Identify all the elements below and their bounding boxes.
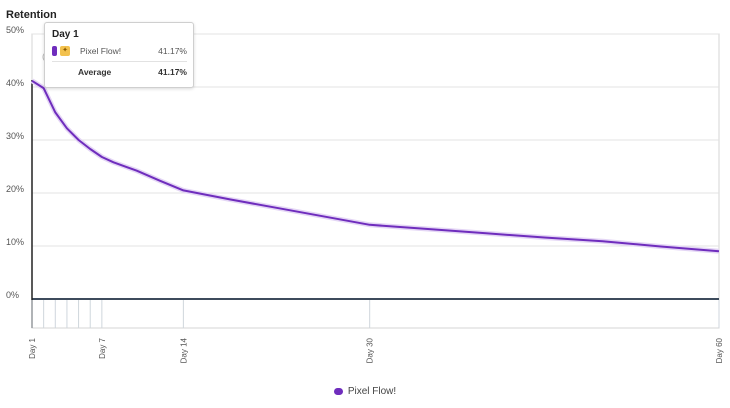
y-tick-label: 40% — [6, 78, 24, 88]
tooltip-average-row: Average 41.17% — [52, 65, 187, 79]
series-color-swatch — [52, 46, 57, 56]
y-tick-label: 10% — [6, 237, 24, 247]
legend-swatch[interactable] — [333, 388, 343, 395]
y-tick-label: 50% — [6, 25, 24, 35]
chart-title: Retention — [6, 9, 57, 21]
legend-label[interactable]: Pixel Flow! — [347, 386, 397, 397]
tooltip-row: ✦ Pixel Flow! 41.17% — [52, 44, 187, 58]
tooltip-average-value: 41.17% — [158, 67, 187, 77]
y-tick-label: 0% — [6, 290, 19, 300]
tooltip-divider — [52, 61, 187, 62]
x-tick-label: Day 60 — [715, 337, 724, 363]
series-line-pixel-flow — [31, 79, 720, 253]
tooltip-series-value: 41.17% — [158, 46, 187, 56]
tooltip-average-label: Average — [78, 67, 112, 77]
tooltip: Day 1 ✦ Pixel Flow! 41.17% Average 41.17… — [44, 22, 194, 88]
y-axis-ticks: 0% 10% 20% 30% 40% 50% — [6, 25, 24, 300]
x-axis-ticks: Day 1 Day 7 Day 14 Day 30 Day 60 — [28, 337, 724, 363]
x-tick-label: Day 30 — [366, 337, 375, 363]
tooltip-title: Day 1 — [52, 29, 79, 40]
tooltip-series-name: Pixel Flow! — [80, 46, 122, 56]
app-icon: ✦ — [60, 46, 70, 56]
x-tick-label: Day 14 — [179, 337, 188, 363]
legend[interactable]: Pixel Flow! — [0, 386, 730, 397]
x-tick-label: Day 1 — [28, 337, 37, 358]
y-tick-label: 20% — [6, 184, 24, 194]
y-tick-label: 30% — [6, 131, 24, 141]
x-tick-label: Day 7 — [98, 337, 107, 358]
